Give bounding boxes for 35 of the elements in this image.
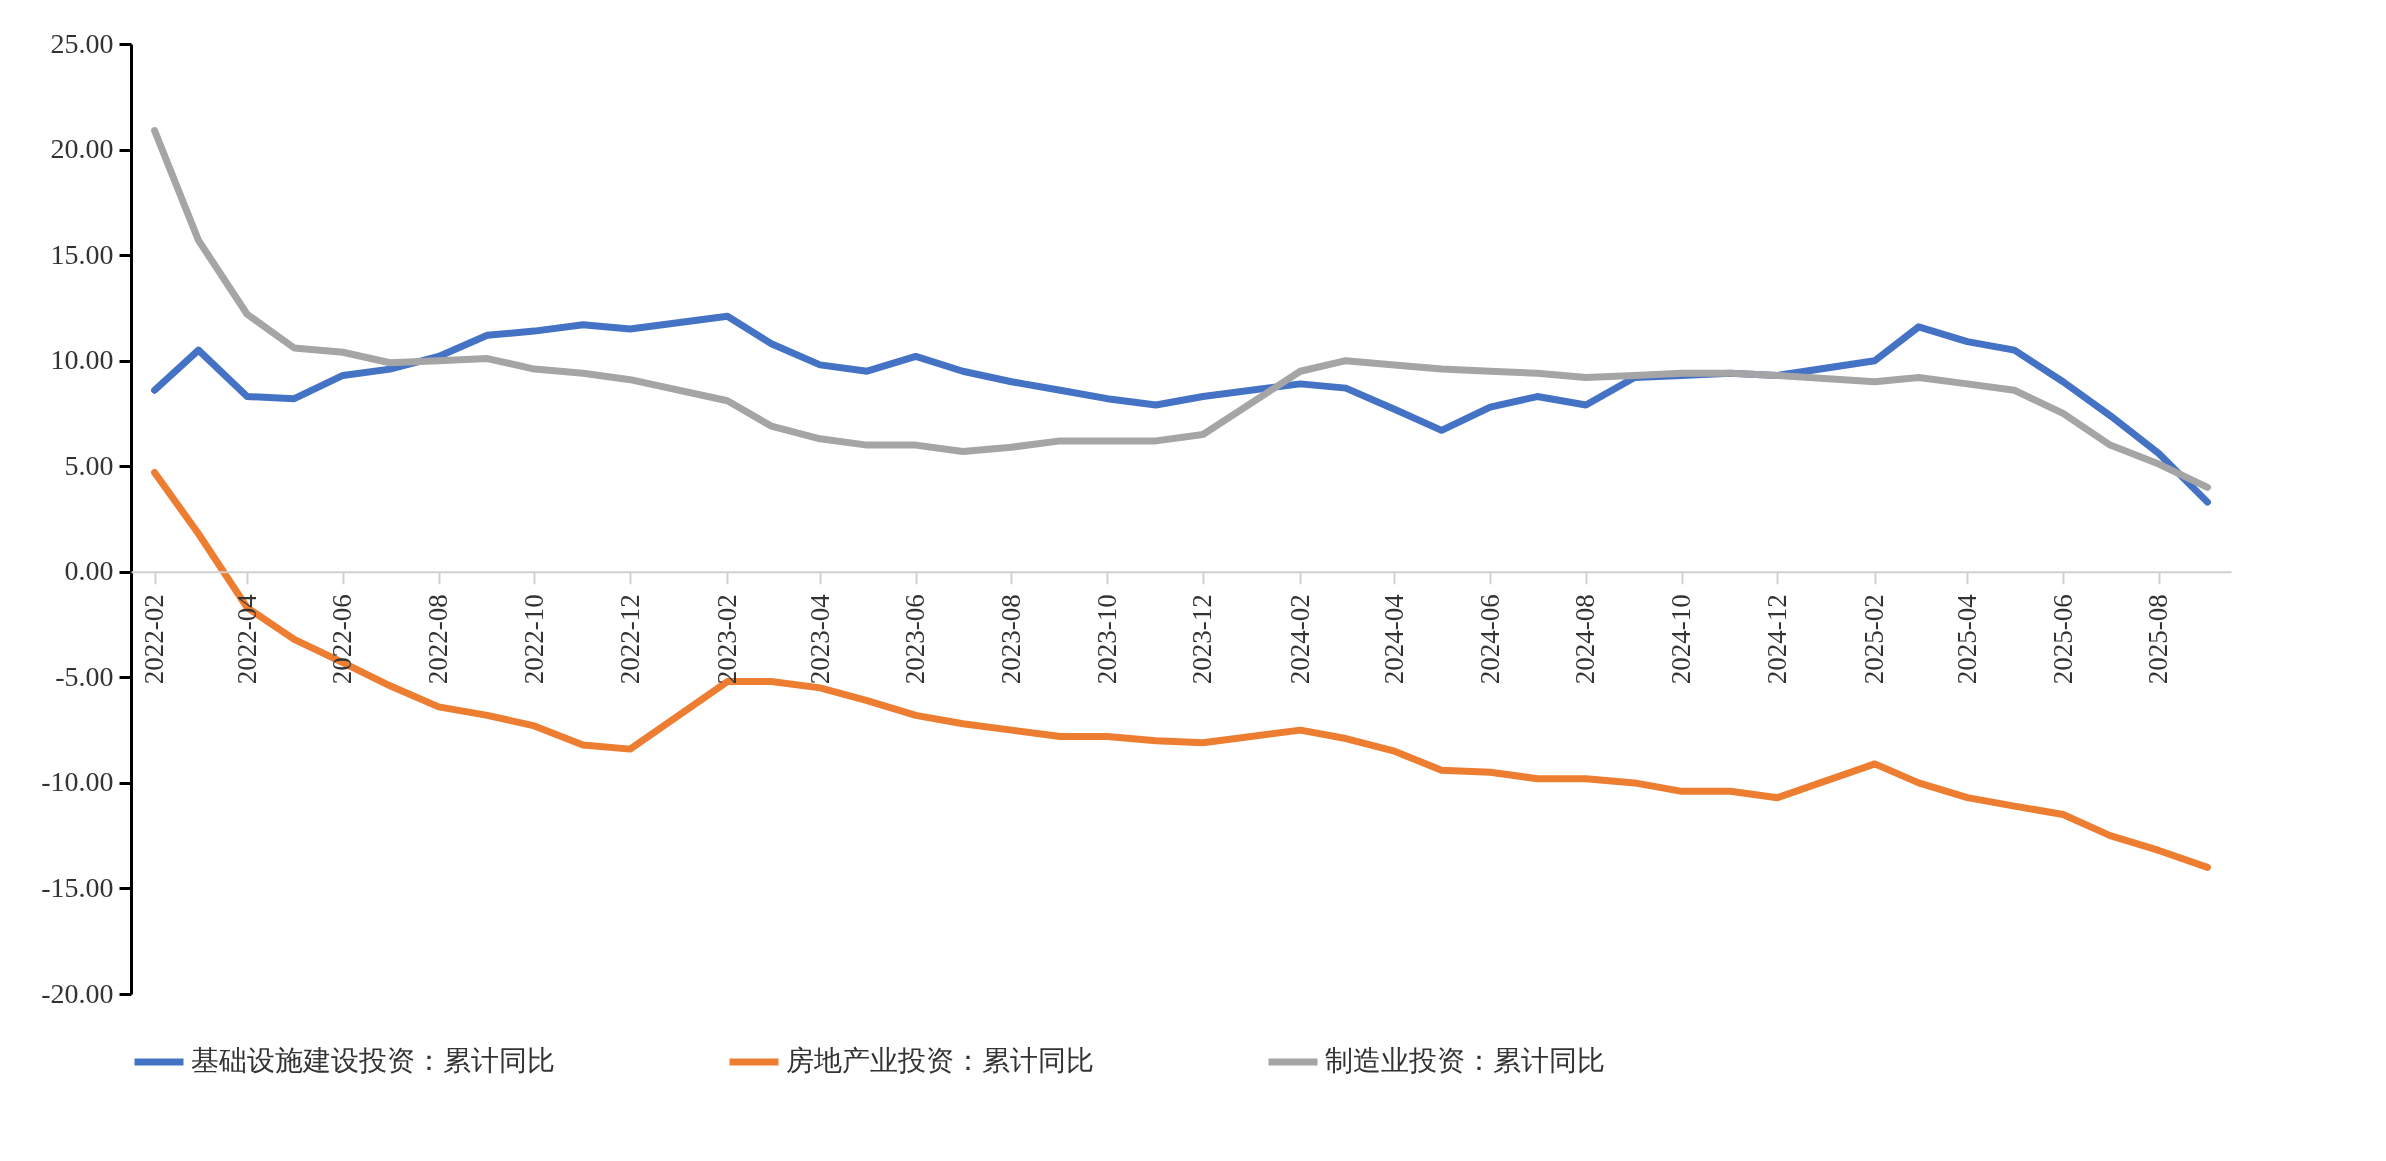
x-tick-label: 2023-12 [1187, 594, 1218, 685]
legend-label: 制造业投资：累计同比 [1325, 1045, 1605, 1076]
x-tick-label: 2023-08 [995, 594, 1026, 685]
x-tick-label: 2024-12 [1761, 594, 1792, 685]
x-tick-label: 2025-02 [1859, 594, 1890, 685]
x-tick-label: 2024-02 [1284, 594, 1315, 685]
y-tick-label: 25.00 [50, 27, 114, 59]
legend-label: 基础设施建设投资：累计同比 [191, 1045, 555, 1076]
x-tick-label: 2025-06 [2047, 594, 2078, 685]
legend-label: 房地产业投资：累计同比 [786, 1045, 1094, 1076]
x-tick-label: 2023-02 [711, 594, 742, 685]
y-tick-label: 15.00 [50, 238, 114, 270]
y-tick-label: -10.00 [41, 766, 114, 798]
y-tick-label: 20.00 [50, 133, 114, 165]
x-tick-label: 2022-02 [139, 594, 170, 685]
y-tick-label: -5.00 [55, 660, 114, 692]
x-tick-label: 2022-10 [518, 594, 549, 685]
y-tick-label: 10.00 [50, 344, 114, 376]
y-tick-label: 5.00 [64, 449, 114, 481]
x-tick-label: 2023-04 [804, 593, 835, 685]
y-tick-label: -15.00 [41, 871, 114, 903]
x-tick-label: 2023-10 [1091, 594, 1122, 685]
x-tick-label: 2022-04 [231, 593, 262, 685]
x-tick-label: 2024-04 [1378, 593, 1409, 685]
x-tick-label: 2022-06 [327, 594, 358, 685]
x-tick-label: 2024-10 [1666, 594, 1697, 685]
y-tick-label: -20.00 [41, 977, 114, 1009]
x-tick-label: 2024-06 [1474, 594, 1505, 685]
x-tick-label: 2022-12 [614, 594, 645, 685]
x-tick-label: 2023-06 [900, 594, 931, 685]
x-tick-label: 2025-04 [1951, 593, 1982, 685]
y-tick-label: 0.00 [64, 555, 114, 587]
x-tick-label: 2025-08 [2143, 594, 2174, 685]
x-tick-label: 2024-08 [1570, 594, 1601, 685]
x-tick-label: 2022-08 [423, 594, 454, 685]
